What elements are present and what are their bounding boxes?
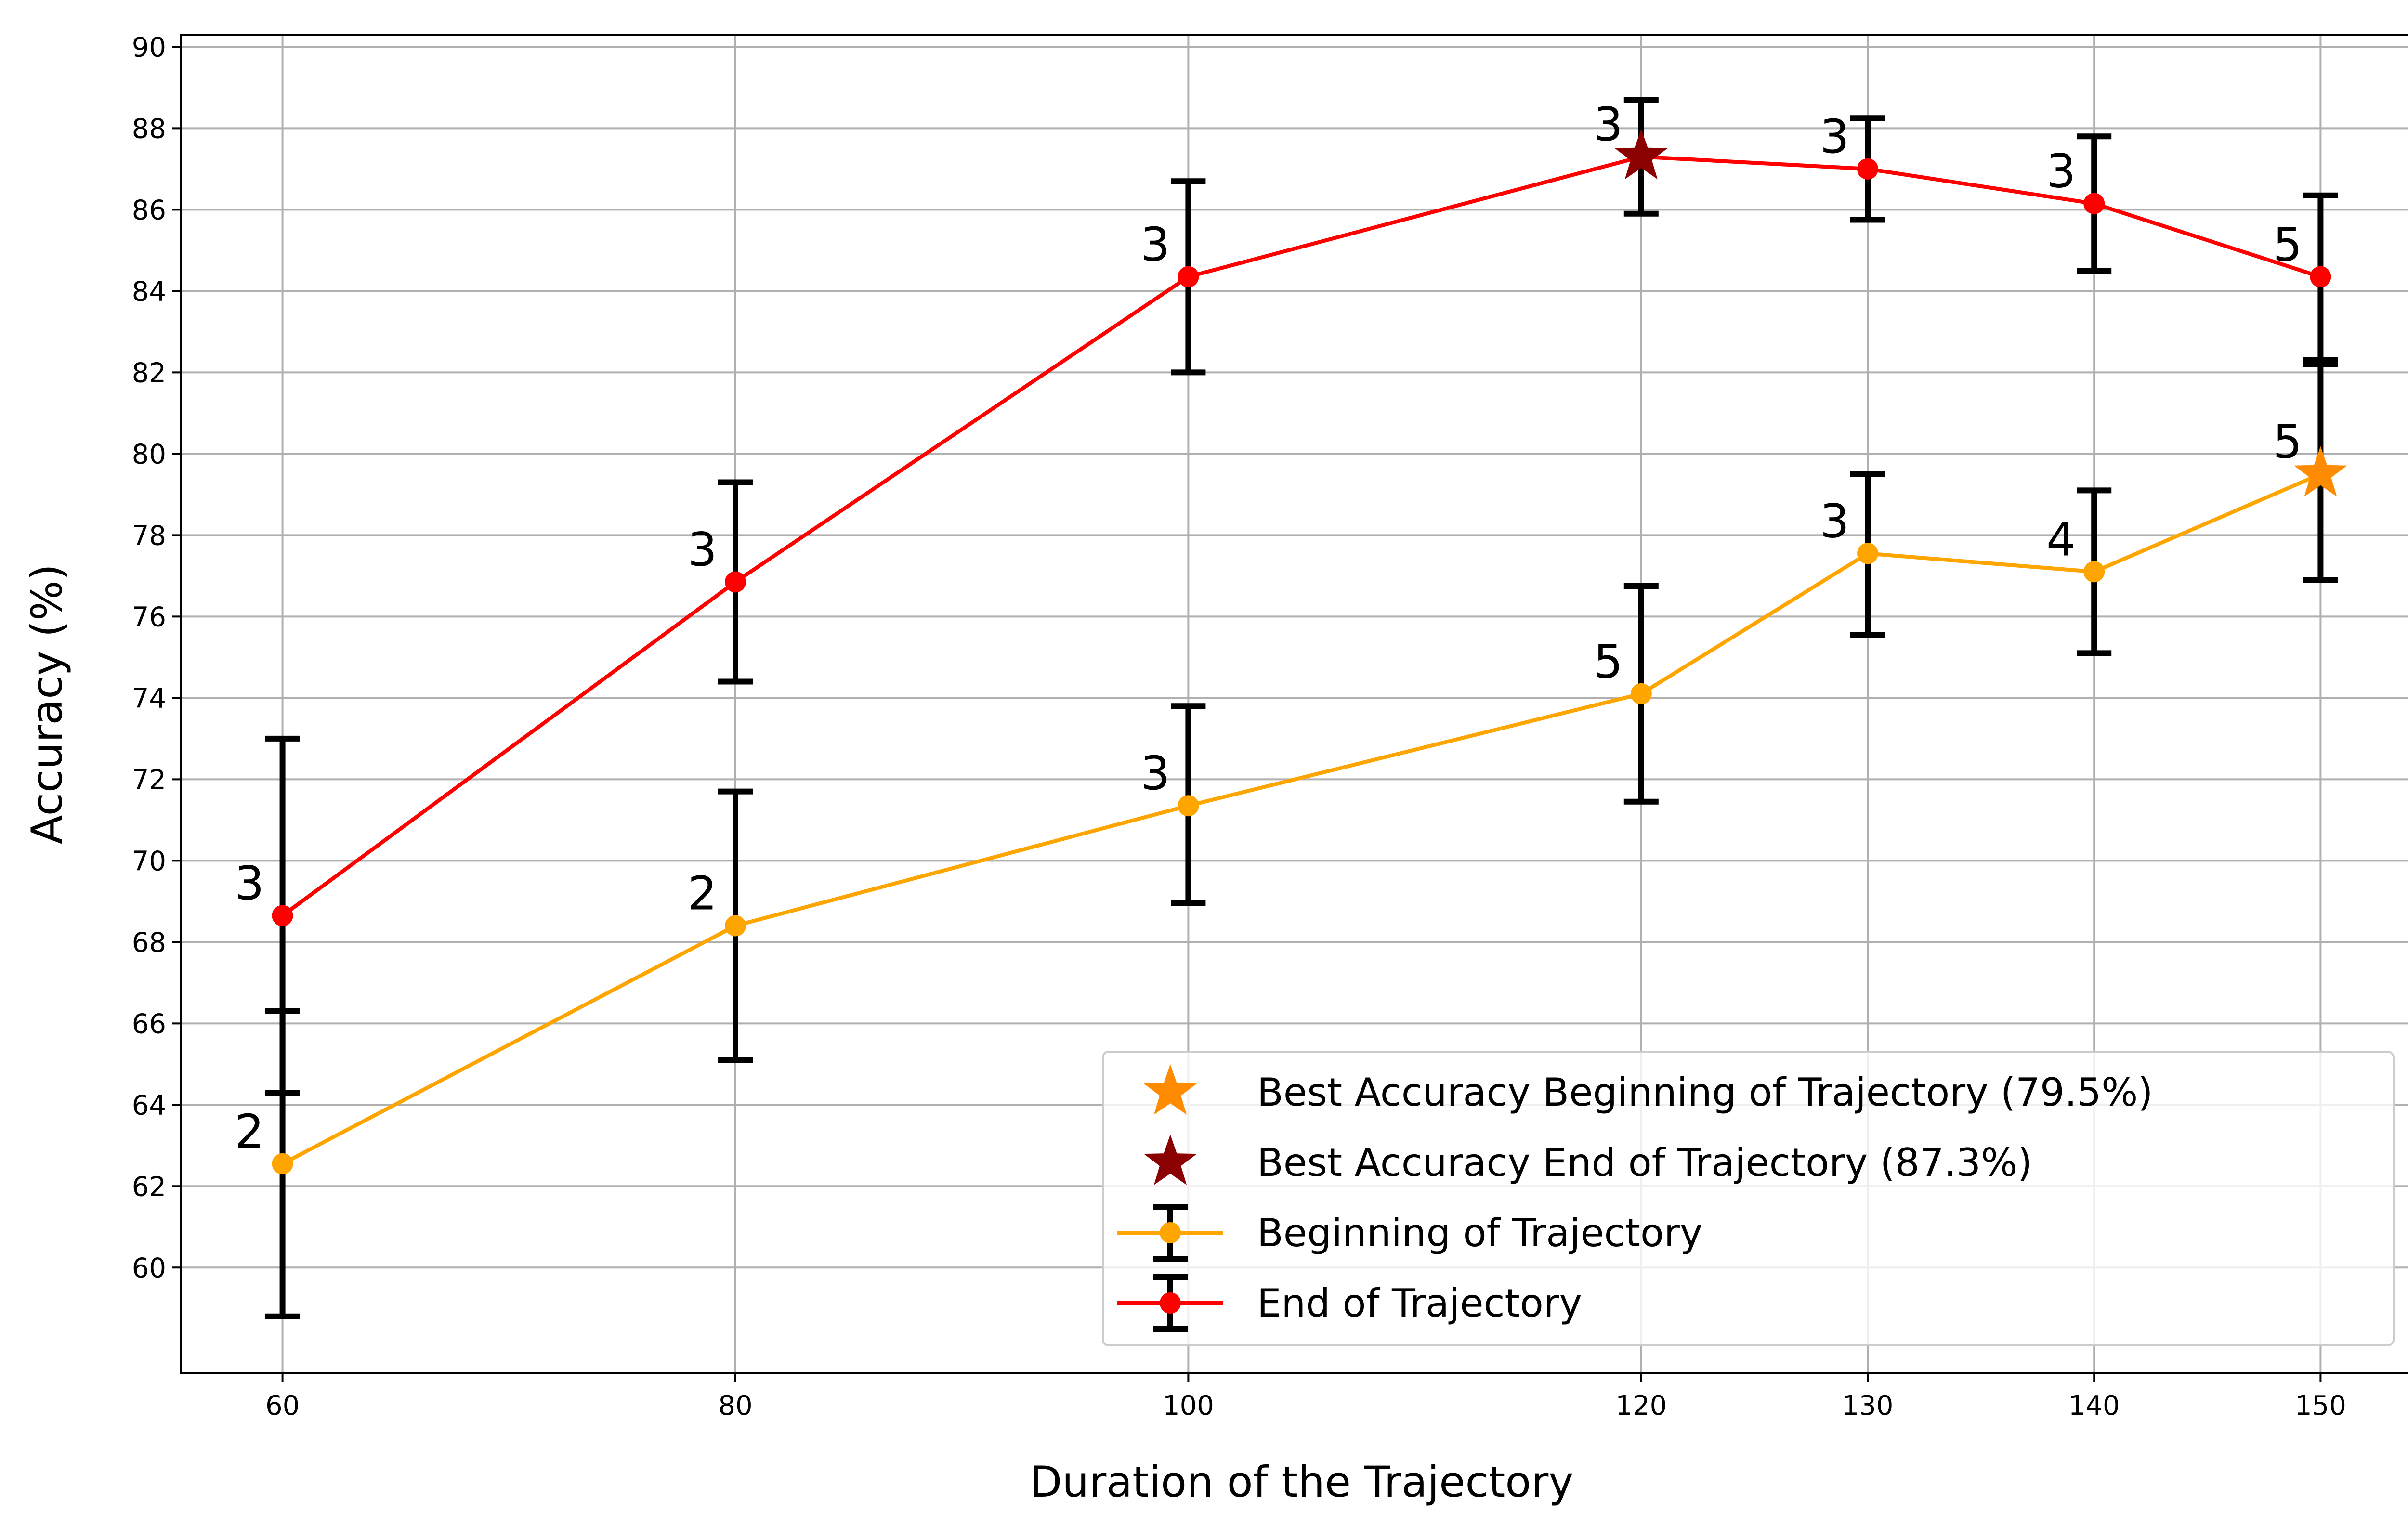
legend-box xyxy=(1102,1051,2395,1346)
plot-frame xyxy=(180,34,2408,1374)
y-tick-label: 84 xyxy=(132,276,166,307)
data-point xyxy=(724,915,746,937)
y-tick-label: 90 xyxy=(132,32,166,63)
data-point xyxy=(724,571,746,593)
y-tick-label: 62 xyxy=(132,1171,166,1202)
data-point xyxy=(1857,158,1879,180)
point-annotation: 5 xyxy=(1594,635,1623,689)
y-tick-label: 70 xyxy=(132,846,166,877)
data-point xyxy=(1178,266,1199,287)
data-point xyxy=(1178,795,1199,817)
y-tick-label: 60 xyxy=(132,1252,166,1284)
x-tick-label: 130 xyxy=(1842,1390,1894,1422)
legend-label: Best Accuracy Beginning of Trajectory (7… xyxy=(1257,1070,2153,1115)
series-line xyxy=(281,155,2321,917)
legend-point xyxy=(1160,1292,1181,1314)
data-point xyxy=(2310,266,2331,287)
y-tick-label: 80 xyxy=(132,439,166,470)
y-tick-label: 82 xyxy=(132,357,166,389)
legend: Best Accuracy Beginning of Trajectory (7… xyxy=(1102,1051,2395,1346)
x-tick-label: 150 xyxy=(2295,1390,2346,1422)
series-points xyxy=(272,129,2347,1174)
point-annotation: 4 xyxy=(2046,512,2076,566)
y-tick-label: 86 xyxy=(132,195,166,226)
legend-star-marker xyxy=(1143,1135,1197,1185)
data-point xyxy=(272,1153,293,1174)
data-point xyxy=(1630,683,1652,704)
point-annotation: 3 xyxy=(1140,218,1170,272)
x-tick-label: 60 xyxy=(265,1390,300,1422)
best-accuracy-star xyxy=(2294,446,2347,497)
point-annotations: 2 2 3 5 3 4 5 3 3 3 3 3 3 5 xyxy=(235,97,2303,1158)
data-point xyxy=(2083,561,2105,583)
point-annotation: 3 xyxy=(1820,494,1849,548)
point-annotation: 3 xyxy=(1820,110,1849,164)
point-annotation: 5 xyxy=(2273,218,2302,272)
y-tick-label: 78 xyxy=(132,520,166,551)
point-annotation: 3 xyxy=(1594,97,1623,151)
x-tick-label: 100 xyxy=(1163,1390,1214,1422)
legend-point xyxy=(1160,1222,1181,1243)
point-annotation: 3 xyxy=(235,856,264,910)
x-tick-label: 120 xyxy=(1615,1390,1667,1422)
point-annotation: 3 xyxy=(1140,746,1170,800)
legend-label: Beginning of Trajectory xyxy=(1257,1211,1702,1255)
y-tick-label: 88 xyxy=(132,113,166,144)
point-annotation: 5 xyxy=(2273,415,2302,469)
data-point xyxy=(1857,543,1879,564)
legend-label: End of Trajectory xyxy=(1257,1281,1582,1326)
y-tick-label: 72 xyxy=(132,764,166,796)
y-tick-label: 64 xyxy=(132,1090,166,1121)
data-point xyxy=(2083,193,2105,214)
point-annotation: 3 xyxy=(2046,144,2076,198)
point-annotation: 2 xyxy=(688,867,717,921)
best-accuracy-star xyxy=(1614,129,1668,180)
series-lines xyxy=(281,155,2321,1166)
y-tick-label: 76 xyxy=(132,601,166,633)
y-tick-label: 68 xyxy=(132,927,166,958)
axis-ticks: 60 80 100 120 130 140 150 60 62 64 66 68 70 72 74 76 78 8… xyxy=(132,32,2346,1422)
point-annotation: 2 xyxy=(235,1105,264,1159)
x-axis-label: Duration of the Trajectory xyxy=(1030,1457,1574,1507)
legend-star-marker xyxy=(1143,1064,1197,1115)
y-tick-label: 66 xyxy=(132,1008,166,1040)
x-tick-label: 140 xyxy=(2068,1390,2120,1422)
legend-label: Best Accuracy End of Trajectory (87.3%) xyxy=(1257,1140,2032,1185)
data-point xyxy=(272,905,293,926)
x-tick-label: 80 xyxy=(718,1390,752,1422)
y-tick-label: 74 xyxy=(132,683,166,714)
point-annotation: 3 xyxy=(688,523,717,577)
y-axis-label: Accuracy (%) xyxy=(22,564,72,844)
